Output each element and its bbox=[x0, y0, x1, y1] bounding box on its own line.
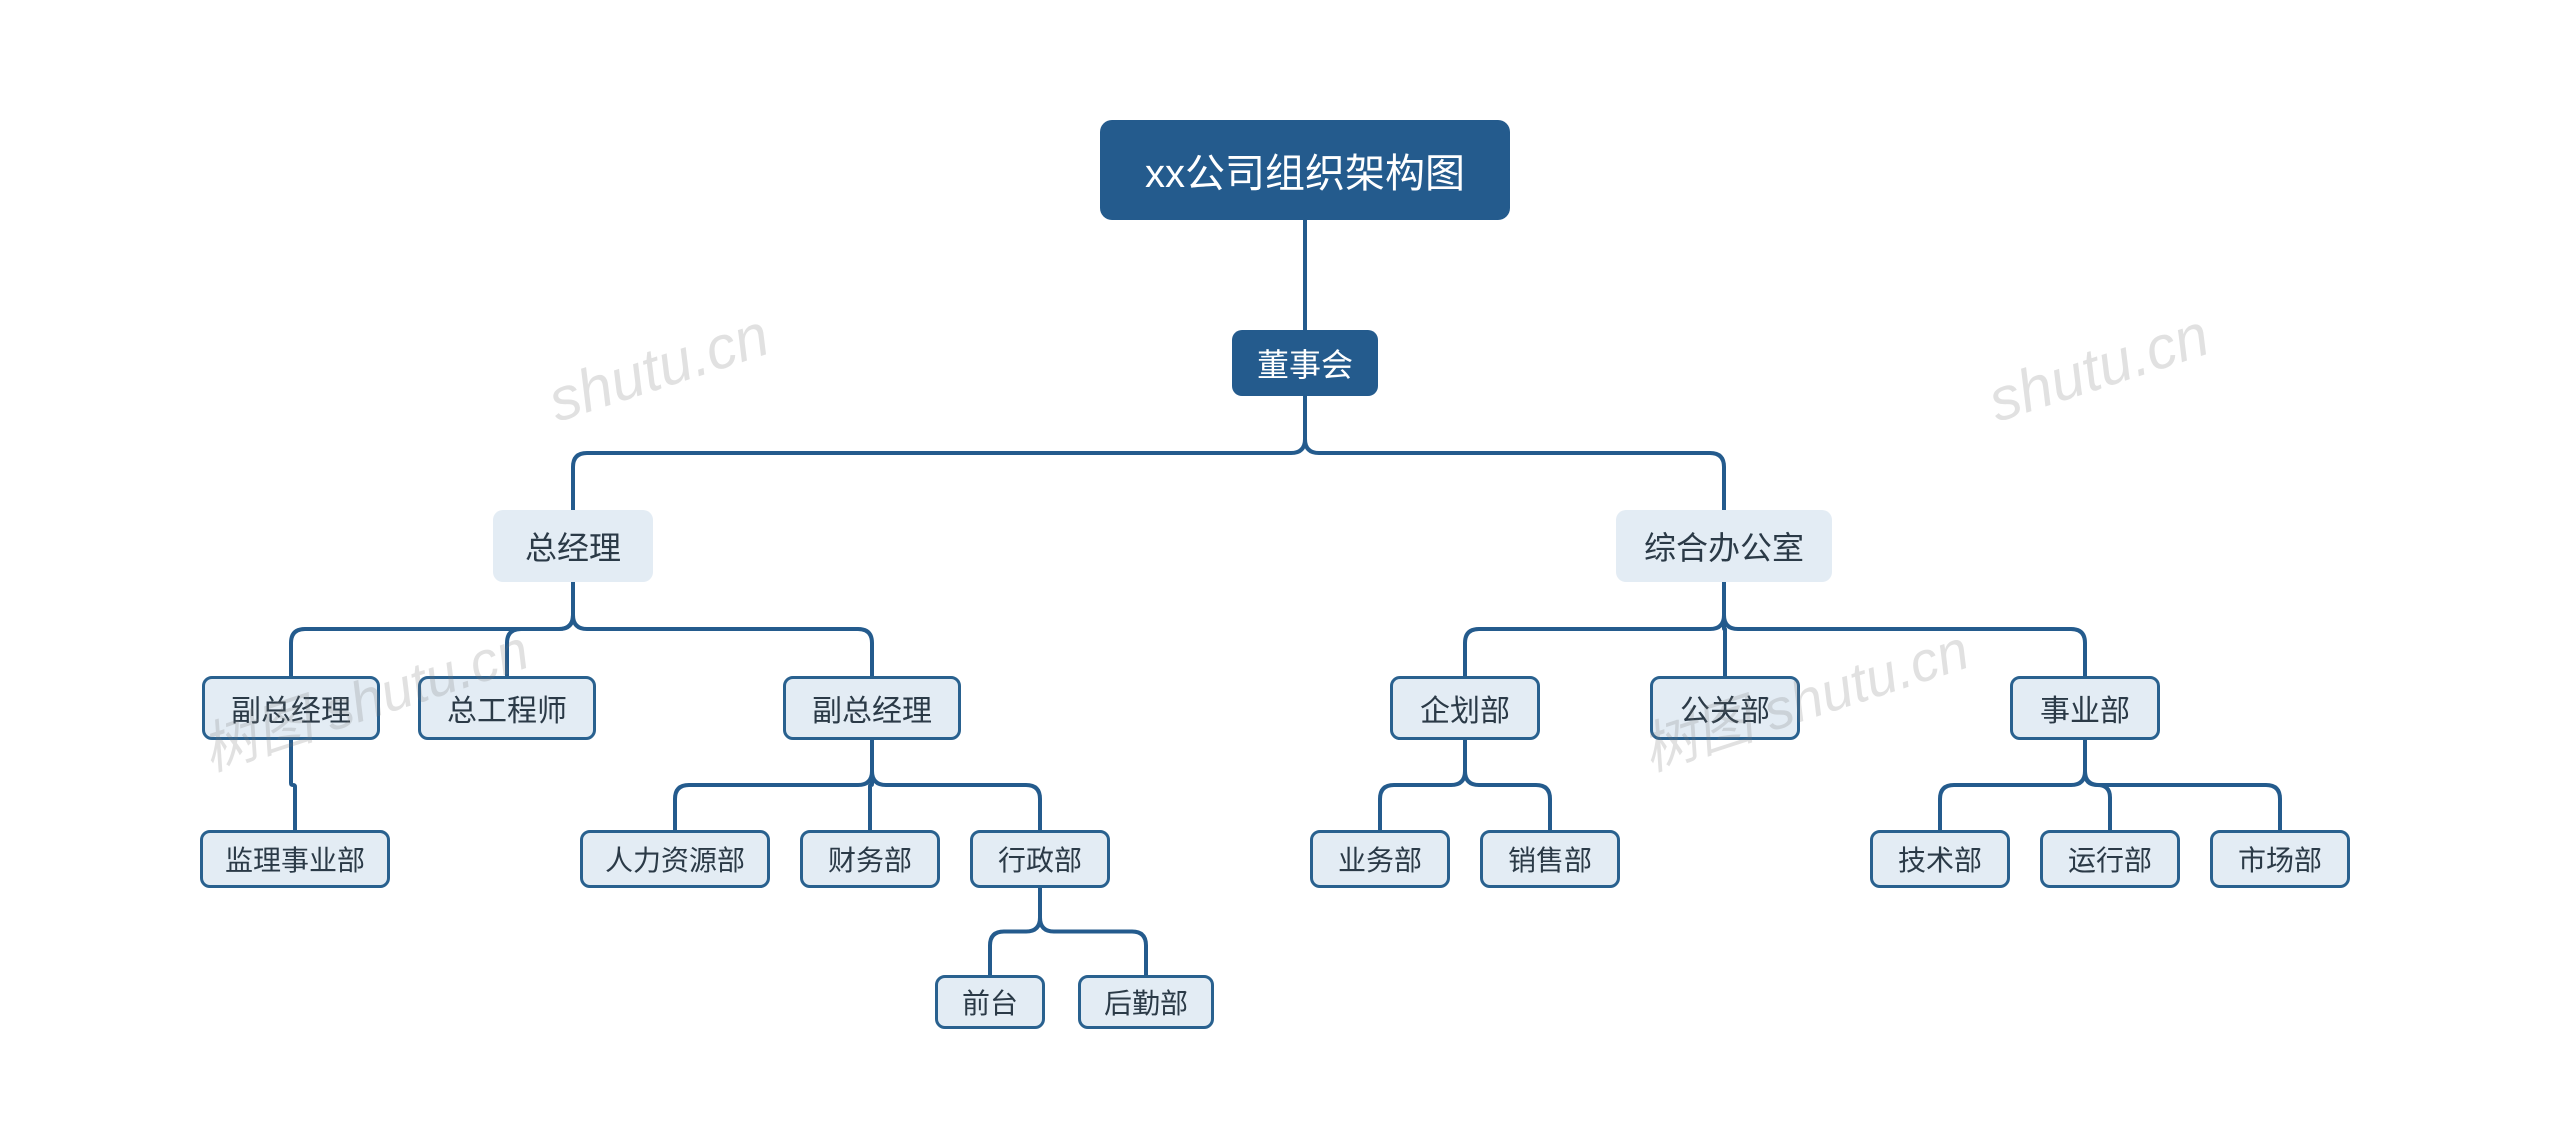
org-node-plan: 企划部 bbox=[1390, 676, 1540, 740]
org-node-label: 运行部 bbox=[2068, 839, 2152, 879]
org-node-label: 总经理 bbox=[525, 523, 621, 569]
org-node-label: 综合办公室 bbox=[1644, 523, 1804, 569]
org-node-label: 后勤部 bbox=[1104, 982, 1188, 1022]
org-node-gm: 总经理 bbox=[493, 510, 653, 582]
org-node-label: 监理事业部 bbox=[225, 839, 365, 879]
org-node-run: 运行部 bbox=[2040, 830, 2180, 888]
org-node-label: xx公司组织架构图 bbox=[1145, 141, 1465, 199]
org-node-dgm2: 副总经理 bbox=[783, 676, 961, 740]
org-node-label: 人力资源部 bbox=[605, 839, 745, 879]
org-node-ops: 业务部 bbox=[1310, 830, 1450, 888]
org-node-label: 销售部 bbox=[1508, 839, 1592, 879]
watermark: shutu.cn bbox=[540, 300, 777, 436]
org-node-label: 董事会 bbox=[1257, 340, 1353, 386]
org-node-front: 前台 bbox=[935, 975, 1045, 1029]
org-node-label: 总工程师 bbox=[447, 686, 567, 730]
org-node-mkt: 市场部 bbox=[2210, 830, 2350, 888]
org-node-tech: 技术部 bbox=[1870, 830, 2010, 888]
org-node-label: 财务部 bbox=[828, 839, 912, 879]
org-node-label: 业务部 bbox=[1338, 839, 1422, 879]
org-node-adm: 行政部 bbox=[970, 830, 1110, 888]
org-node-label: 副总经理 bbox=[812, 686, 932, 730]
org-node-label: 事业部 bbox=[2040, 686, 2130, 730]
org-node-ce: 总工程师 bbox=[418, 676, 596, 740]
org-node-biz: 事业部 bbox=[2010, 676, 2160, 740]
watermark: shutu.cn bbox=[1980, 300, 2217, 436]
org-node-label: 公关部 bbox=[1680, 686, 1770, 730]
org-node-sup: 监理事业部 bbox=[200, 830, 390, 888]
org-node-label: 企划部 bbox=[1420, 686, 1510, 730]
org-node-fin: 财务部 bbox=[800, 830, 940, 888]
org-node-label: 副总经理 bbox=[231, 686, 351, 730]
org-node-root: xx公司组织架构图 bbox=[1100, 120, 1510, 220]
org-node-office: 综合办公室 bbox=[1616, 510, 1832, 582]
org-node-board: 董事会 bbox=[1232, 330, 1378, 396]
org-node-log: 后勤部 bbox=[1078, 975, 1214, 1029]
org-node-hr: 人力资源部 bbox=[580, 830, 770, 888]
org-node-label: 行政部 bbox=[998, 839, 1082, 879]
org-node-sales: 销售部 bbox=[1480, 830, 1620, 888]
org-node-label: 技术部 bbox=[1898, 839, 1982, 879]
org-node-label: 市场部 bbox=[2238, 839, 2322, 879]
org-node-label: 前台 bbox=[962, 982, 1018, 1022]
org-node-dgm1: 副总经理 bbox=[202, 676, 380, 740]
org-node-pr: 公关部 bbox=[1650, 676, 1800, 740]
